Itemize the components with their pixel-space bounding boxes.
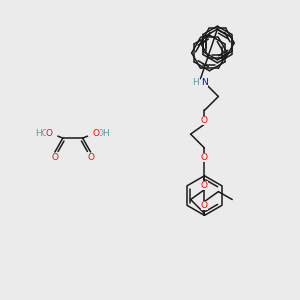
- Text: O: O: [201, 181, 208, 190]
- Text: O: O: [201, 201, 208, 210]
- Text: O: O: [201, 153, 208, 162]
- Text: O: O: [201, 116, 208, 125]
- Text: O: O: [51, 153, 58, 162]
- Text: O: O: [92, 129, 100, 138]
- Text: N: N: [201, 78, 208, 87]
- Text: H: H: [192, 78, 199, 87]
- Text: HO: HO: [35, 129, 49, 138]
- Text: O: O: [46, 129, 53, 138]
- Text: OH: OH: [97, 129, 110, 138]
- Text: O: O: [87, 153, 94, 162]
